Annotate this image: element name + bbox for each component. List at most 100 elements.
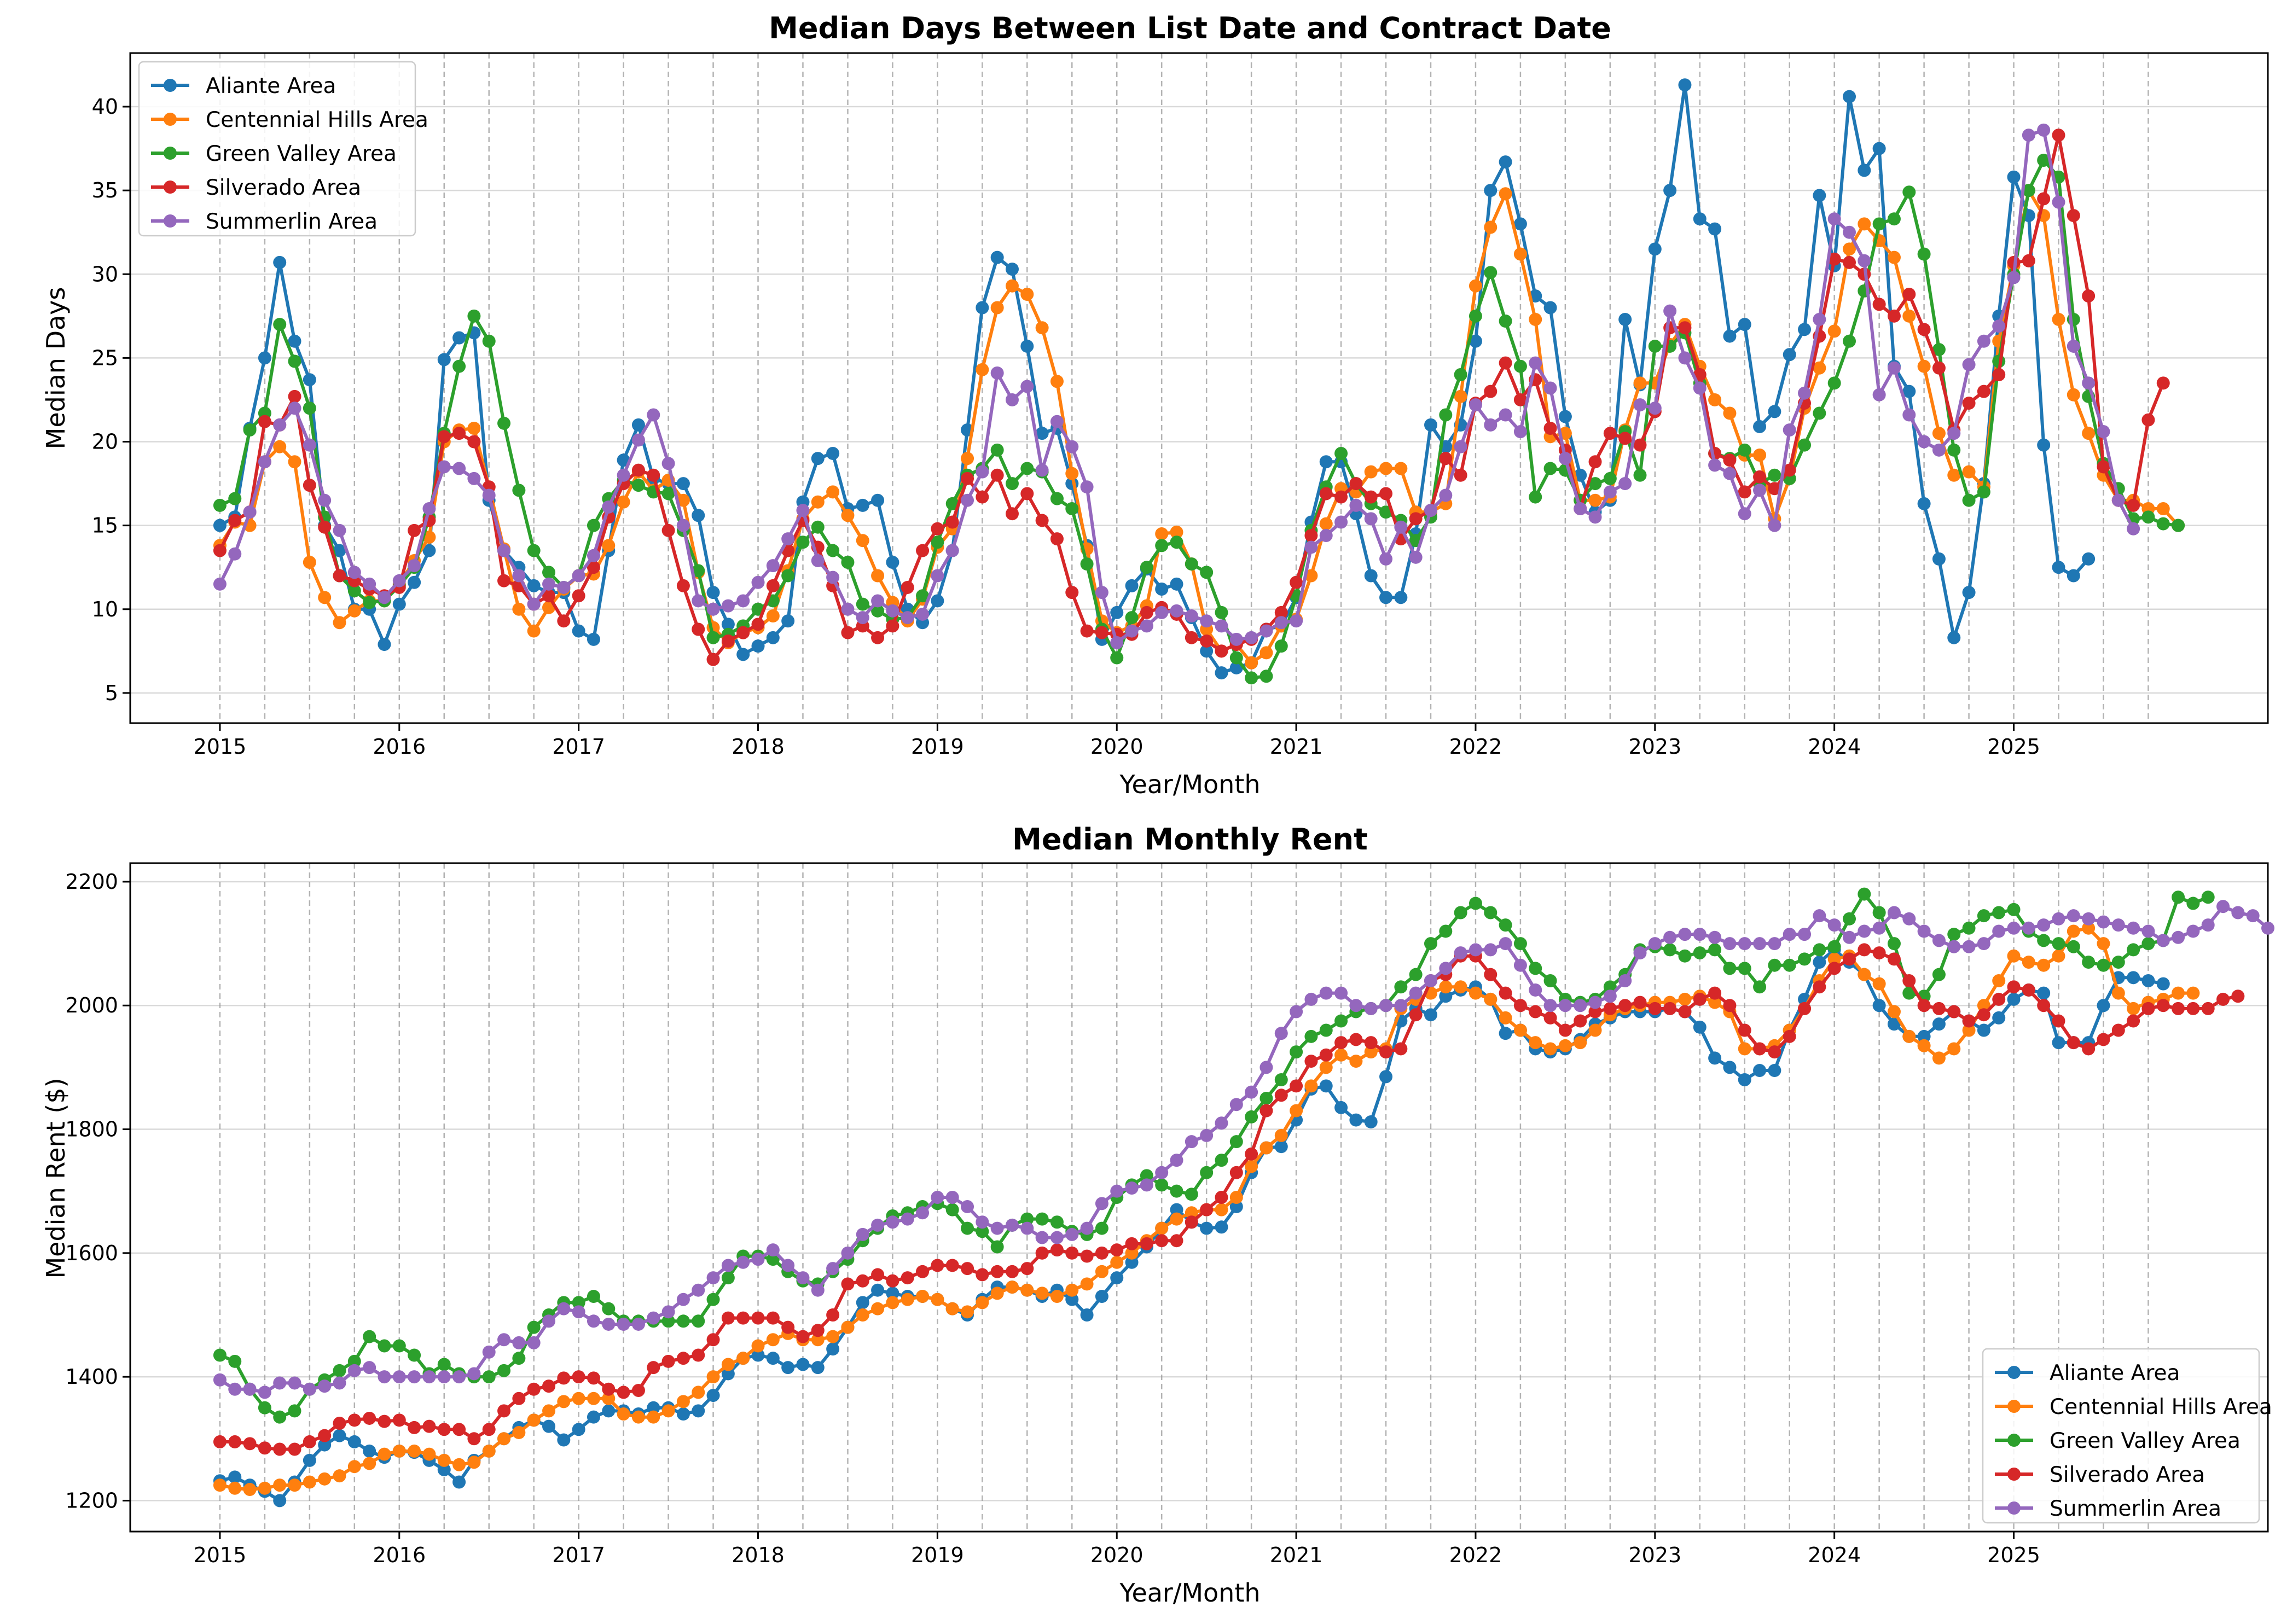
data-point — [676, 1293, 690, 1306]
data-point — [1260, 1104, 1273, 1117]
data-point — [1095, 586, 1108, 599]
data-point — [1678, 928, 1692, 941]
data-point — [1558, 1039, 1572, 1052]
data-point — [2007, 992, 2021, 1006]
data-point — [2141, 510, 2155, 524]
data-point — [273, 1410, 287, 1424]
data-point — [796, 1330, 810, 1343]
data-point — [766, 579, 780, 592]
data-point — [1140, 561, 1153, 574]
data-point — [886, 1274, 899, 1288]
data-point — [1738, 318, 1751, 331]
data-point — [2037, 918, 2051, 932]
data-point — [871, 604, 885, 618]
data-point — [2037, 154, 2051, 167]
data-point — [1992, 1011, 2006, 1025]
data-point — [1424, 418, 1437, 432]
data-point — [811, 452, 825, 465]
data-point — [258, 415, 271, 428]
data-point — [1827, 252, 1841, 266]
data-point — [1932, 1051, 1946, 1065]
data-point — [901, 611, 914, 625]
data-point — [1768, 958, 1781, 972]
data-point — [572, 1423, 585, 1436]
data-point — [422, 544, 436, 557]
data-point — [587, 1392, 600, 1405]
data-point — [1588, 1005, 1602, 1018]
data-point — [1872, 142, 1886, 155]
data-point — [2111, 493, 2125, 507]
data-point — [2097, 1033, 2110, 1046]
data-point — [1678, 949, 1692, 963]
data-point — [467, 422, 481, 435]
data-point — [363, 1444, 376, 1458]
data-point — [1783, 928, 1796, 941]
data-point — [1813, 943, 1826, 957]
data-point — [2216, 992, 2230, 1006]
data-point — [1379, 462, 1393, 475]
data-point — [1170, 1234, 1183, 1248]
data-point — [1020, 487, 1034, 500]
data-point — [378, 638, 391, 651]
data-point — [1947, 940, 1961, 953]
chart-title: Median Monthly Rent — [1012, 822, 1368, 857]
data-point — [1499, 986, 1512, 1000]
data-point — [527, 1320, 541, 1334]
data-point — [422, 531, 436, 544]
data-point — [333, 1364, 346, 1377]
data-point — [1260, 624, 1273, 638]
data-point — [1080, 480, 1094, 494]
data-point — [2172, 930, 2185, 944]
data-point — [2082, 956, 2096, 969]
data-point — [2186, 897, 2200, 910]
data-point — [1588, 510, 1602, 524]
data-point — [1603, 1002, 1617, 1015]
data-point — [497, 574, 511, 587]
data-point — [961, 472, 974, 485]
data-point — [587, 1410, 600, 1424]
data-point — [676, 1314, 690, 1328]
data-point — [273, 318, 287, 331]
data-point — [228, 514, 242, 527]
data-point — [1917, 435, 1931, 449]
data-point — [841, 602, 855, 616]
data-point — [422, 1370, 436, 1384]
data-point — [437, 460, 451, 474]
data-point — [676, 519, 690, 532]
data-point — [1529, 1005, 1542, 1018]
data-point — [1005, 279, 1019, 293]
data-point — [303, 1382, 316, 1396]
data-point — [811, 1283, 825, 1297]
data-point — [228, 1481, 242, 1495]
data-point — [2141, 924, 2155, 938]
data-point — [945, 497, 959, 510]
data-point — [2231, 906, 2245, 919]
data-point — [2201, 890, 2215, 904]
data-point — [1858, 164, 1871, 177]
data-point — [1274, 1140, 1288, 1154]
data-point — [1827, 918, 1841, 932]
data-point — [1708, 458, 1722, 472]
data-point — [1424, 504, 1437, 517]
data-point — [1245, 1147, 1258, 1161]
data-point — [363, 1457, 376, 1470]
data-point — [1439, 452, 1453, 465]
data-point — [811, 554, 825, 567]
data-point — [1618, 477, 1632, 491]
data-point — [1693, 212, 1707, 226]
data-point — [1409, 550, 1423, 564]
data-point — [647, 1361, 660, 1375]
data-point — [2082, 427, 2096, 440]
data-point — [1543, 1011, 1557, 1025]
data-point — [1992, 319, 2006, 333]
data-point — [990, 1287, 1004, 1300]
data-point — [856, 1227, 869, 1241]
data-point — [647, 1410, 660, 1424]
data-point — [1872, 298, 1886, 311]
x-axis-label: Year/Month — [1119, 1578, 1260, 1608]
data-point — [841, 509, 855, 522]
data-point — [1813, 956, 1826, 969]
chart-panel-rent: Median Monthly Rent Year/Month Median Re… — [41, 822, 2274, 1608]
legend-entry: Green Valley Area — [1995, 1429, 2241, 1453]
